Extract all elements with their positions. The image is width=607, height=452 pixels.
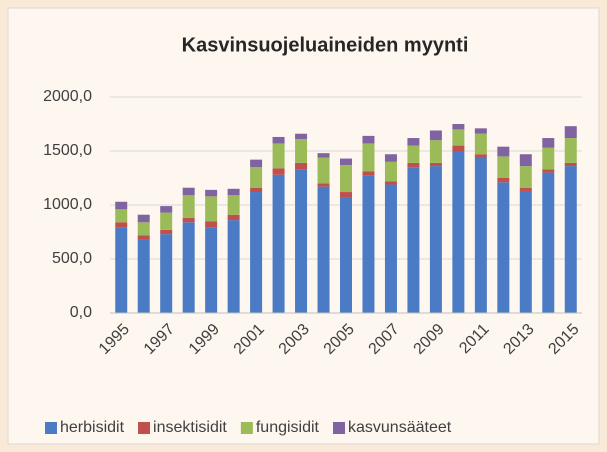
bar-segment [384,154,397,162]
bar-segment [250,167,263,188]
legend-swatch [333,422,345,434]
bar-segment [407,162,420,168]
bar-segment [160,206,173,213]
bar-segment [227,188,240,196]
bar-segment [295,139,308,163]
bar-segment [115,222,128,228]
bar-segment [137,235,150,240]
bar-segment [227,214,240,221]
bar-segment [362,135,375,144]
legend-label: insektisidit [153,419,227,436]
legend-swatch [240,422,253,434]
bar-segment [227,195,240,215]
bar-segment [295,169,308,313]
bar-segment [272,168,285,175]
legend-label: herbisidit [60,419,125,436]
bar-segment [160,229,173,235]
bar-segment [362,171,375,176]
chart-title: Kasvinsuojeluaineiden myynti [182,34,469,56]
bar-segment [295,133,308,140]
bar-segment [407,145,420,163]
y-tick-label: 1000,0 [43,196,92,213]
bar-segment [295,162,308,170]
legend-label: fungisidit [256,419,320,436]
bar-segment [317,183,330,187]
bar-segment [250,159,263,168]
bar-segment [227,220,240,313]
bar-segment [542,147,555,170]
legend-swatch [45,422,57,434]
bar-segment [160,234,173,313]
bar-segment [497,156,510,178]
bar-segment [317,153,330,158]
bar-segment [497,178,510,183]
bar-segment [205,189,218,197]
legend-label: kasvunsääteet [348,419,452,436]
bar-segment [340,192,352,198]
bar-segment [384,181,397,185]
bar-segment [182,222,195,313]
bar-segment [519,190,532,313]
bar-segment [250,192,263,313]
bar-segment [340,165,352,193]
bar-segment [474,154,487,158]
bar-segment [542,138,555,148]
y-tick-label: 0,0 [70,304,92,321]
legend-swatch [138,422,151,434]
bar-segment [564,126,577,139]
bar-segment [384,161,397,182]
bar-segment [429,140,442,163]
bar-segment [362,143,375,172]
bar-segment [452,129,465,146]
bar-segment [115,201,128,210]
bar-segment [519,187,532,191]
bar-segment [564,166,577,313]
y-tick-label: 500,0 [52,250,92,267]
bar-segment [519,166,532,188]
bar-segment [115,227,128,313]
bar-segment [272,136,285,144]
bar-segment [407,138,420,146]
bar-segment [182,217,195,223]
bar-segment [452,151,465,313]
bar-segment [542,172,555,313]
bar-segment [115,209,128,223]
bar-segment [429,166,442,313]
bar-segment [137,222,150,236]
bar-segment [137,214,150,223]
bar-segment [452,145,465,151]
bar-segment [362,175,375,313]
bar-segment [182,187,195,196]
bar-segment [340,158,352,166]
bar-segment [474,157,487,313]
y-tick-label: 2000,0 [43,88,92,105]
bar-segment [137,239,150,313]
y-tick-label: 1500,0 [43,142,92,159]
bar-segment [272,143,285,169]
bar-segment [452,124,465,130]
bar-segment [205,221,218,228]
bar-segment [317,157,330,184]
bar-segment [542,169,555,173]
bar-segment [474,133,487,155]
bar-segment [317,186,330,313]
bar-segment [407,167,420,313]
bar-segment [340,197,352,313]
bar-segment [429,130,442,141]
bar-segment [474,128,487,134]
bar-segment [250,187,263,193]
bar-segment [497,182,510,313]
bar-segment [384,184,397,313]
bar-segment [519,154,532,167]
bar-segment [205,227,218,313]
bar-segment [160,212,173,230]
bar-segment [564,162,577,167]
bar-segment [182,195,195,218]
bar-segment [497,146,510,157]
bar-segment [205,196,218,222]
bar-segment [272,174,285,313]
bar-segment [429,162,442,167]
bar-segment [564,138,577,163]
